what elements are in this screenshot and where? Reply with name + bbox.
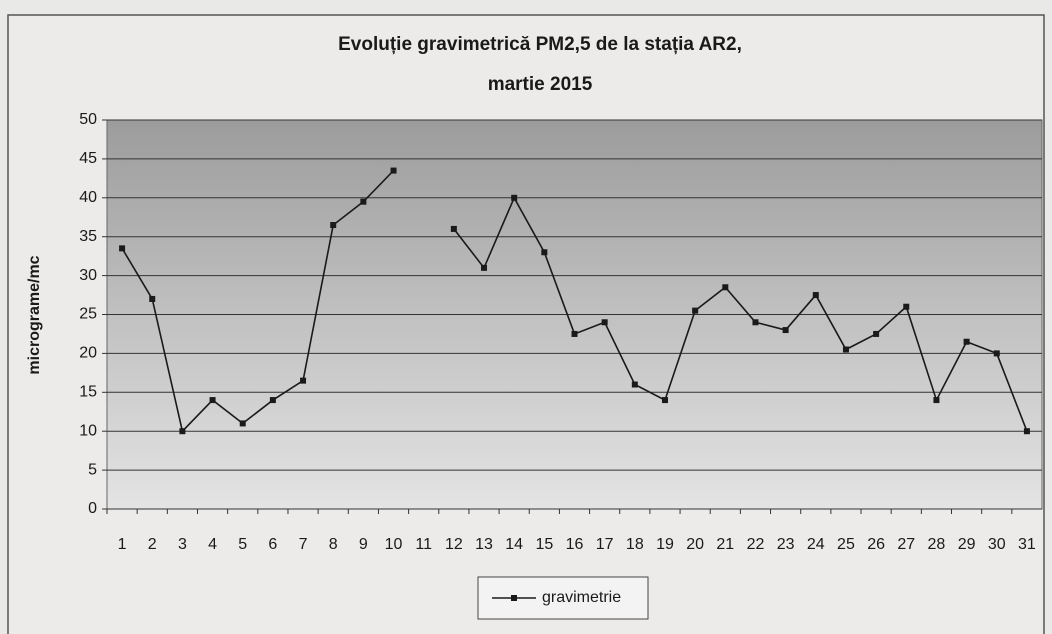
x-tick-label: 28 xyxy=(928,536,946,553)
x-tick-label: 10 xyxy=(385,536,403,553)
x-tick-label: 15 xyxy=(535,536,553,553)
x-tick-label: 4 xyxy=(208,536,217,553)
data-point xyxy=(450,225,457,232)
data-line xyxy=(121,170,1028,433)
chart-title: martie 2015 xyxy=(488,74,593,95)
x-tick-label: 19 xyxy=(656,536,674,553)
chart-title: Evoluție gravimetrică PM2,5 de la stația… xyxy=(338,34,742,55)
data-point xyxy=(119,245,126,252)
x-tick-label: 11 xyxy=(415,536,432,553)
y-tick-label: 0 xyxy=(88,500,97,517)
x-tick-label: 31 xyxy=(1018,536,1036,553)
y-tick-label: 40 xyxy=(79,189,97,206)
x-tick-label: 22 xyxy=(747,536,765,553)
data-point xyxy=(722,284,729,291)
data-point xyxy=(511,194,518,201)
y-axis-label: micrograme/mc xyxy=(26,255,43,374)
data-point xyxy=(571,330,578,337)
data-point xyxy=(963,338,970,345)
x-tick-label: 8 xyxy=(329,536,338,553)
x-tick-label: 23 xyxy=(777,536,795,553)
data-point xyxy=(360,198,367,205)
legend-marker xyxy=(511,595,517,601)
x-tick-label: 6 xyxy=(268,536,277,553)
y-tick-label: 20 xyxy=(79,345,97,362)
x-tick-label: 25 xyxy=(837,536,855,553)
data-point xyxy=(933,397,940,404)
x-tick-label: 20 xyxy=(686,536,704,553)
x-tick-label: 18 xyxy=(626,536,644,553)
x-tick-label: 3 xyxy=(178,536,187,553)
data-point xyxy=(661,397,668,404)
y-tick-label: 5 xyxy=(88,461,97,478)
data-point xyxy=(1023,428,1030,435)
x-tick-label: 16 xyxy=(566,536,584,553)
x-tick-label: 7 xyxy=(299,536,308,553)
y-tick-label: 15 xyxy=(79,384,97,401)
data-point xyxy=(330,222,337,229)
data-point xyxy=(903,303,910,310)
data-point xyxy=(300,377,307,384)
x-tick-label: 12 xyxy=(445,536,463,553)
data-point xyxy=(812,292,819,299)
y-tick-label: 50 xyxy=(79,111,97,128)
x-tick-label: 5 xyxy=(238,536,247,553)
data-point xyxy=(601,319,608,326)
y-tick-label: 35 xyxy=(79,228,97,245)
y-tick-label: 30 xyxy=(79,267,97,284)
data-point xyxy=(209,397,216,404)
x-tick-label: 13 xyxy=(475,536,493,553)
data-point xyxy=(782,327,789,334)
x-tick-label: 30 xyxy=(988,536,1006,553)
data-point xyxy=(873,330,880,337)
data-point xyxy=(692,307,699,314)
data-point xyxy=(993,350,1000,357)
data-point xyxy=(842,346,849,353)
x-tick-label: 17 xyxy=(596,536,614,553)
x-tick-label: 27 xyxy=(897,536,915,553)
x-tick-label: 2 xyxy=(148,536,157,553)
data-point xyxy=(752,319,759,326)
y-tick-label: 45 xyxy=(79,150,97,167)
x-tick-label: 29 xyxy=(958,536,976,553)
x-tick-label: 24 xyxy=(807,536,825,553)
y-tick-label: 10 xyxy=(79,422,97,439)
y-tick-label: 25 xyxy=(79,306,97,323)
x-tick-label: 26 xyxy=(867,536,885,553)
x-tick-label: 21 xyxy=(716,536,734,553)
x-tick-label: 9 xyxy=(359,536,368,553)
data-point xyxy=(481,264,488,271)
data-point xyxy=(269,397,276,404)
data-point xyxy=(390,167,397,174)
data-point xyxy=(239,420,246,427)
data-point xyxy=(631,381,638,388)
x-tick-label: 14 xyxy=(505,536,523,553)
x-tick-label: 1 xyxy=(118,536,127,553)
data-point xyxy=(179,428,186,435)
legend-label: gravimetrie xyxy=(542,589,621,606)
data-point xyxy=(541,249,548,256)
data-point xyxy=(149,295,156,302)
